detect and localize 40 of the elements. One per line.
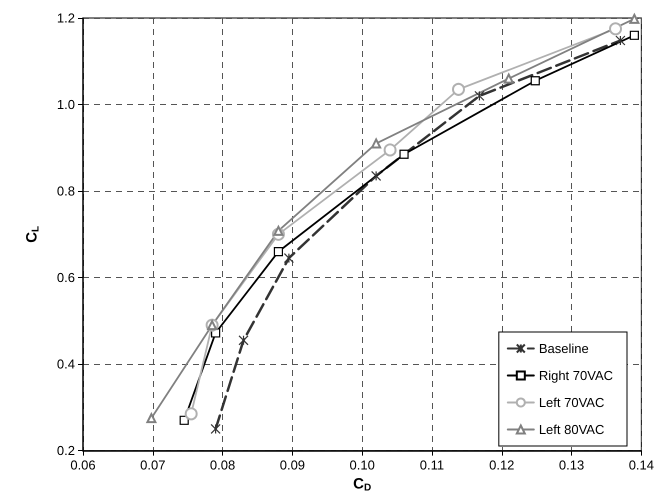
legend-label: Left 70VAC xyxy=(538,395,604,410)
x-tick-label: 0.13 xyxy=(558,458,584,473)
point xyxy=(146,413,156,424)
y-tick-label: 0.6 xyxy=(56,270,75,286)
point xyxy=(452,82,465,96)
x-tick-label: 0.10 xyxy=(350,458,375,473)
point xyxy=(474,90,485,101)
x-tick-label: 0.06 xyxy=(70,458,96,473)
y-tick-label: 1.0 xyxy=(56,97,75,112)
x-tick-label: 0.09 xyxy=(280,458,306,473)
x-tick-label: 0.14 xyxy=(628,458,654,473)
point xyxy=(504,74,514,84)
point xyxy=(274,247,284,256)
legend-label: Left 80VAC xyxy=(538,422,604,437)
legend-label: Baseline xyxy=(538,341,589,356)
point xyxy=(238,335,249,346)
point xyxy=(184,407,198,420)
point xyxy=(530,76,540,86)
x-tick-label: 0.08 xyxy=(210,458,236,473)
point xyxy=(384,143,397,156)
x-tick-label: 0.12 xyxy=(489,458,514,473)
point xyxy=(399,150,409,159)
point xyxy=(284,252,294,264)
point xyxy=(629,14,640,24)
y-axis-title: CL xyxy=(24,226,42,243)
point xyxy=(371,170,382,181)
x-tick-label: 0.07 xyxy=(140,458,166,473)
y-tick-label: 0.2 xyxy=(56,443,75,458)
legend-label: Right 70VAC xyxy=(538,368,613,383)
y-tick-label: 0.4 xyxy=(56,356,75,372)
point xyxy=(210,424,221,434)
x-tick-label: 0.11 xyxy=(420,458,444,473)
point xyxy=(630,30,639,40)
point xyxy=(615,35,626,46)
point xyxy=(273,226,284,236)
point xyxy=(609,22,622,36)
y-tick-label: 0.8 xyxy=(56,184,75,199)
point xyxy=(371,138,382,148)
point xyxy=(180,416,189,425)
y-tick-label: 1.2 xyxy=(56,10,75,26)
